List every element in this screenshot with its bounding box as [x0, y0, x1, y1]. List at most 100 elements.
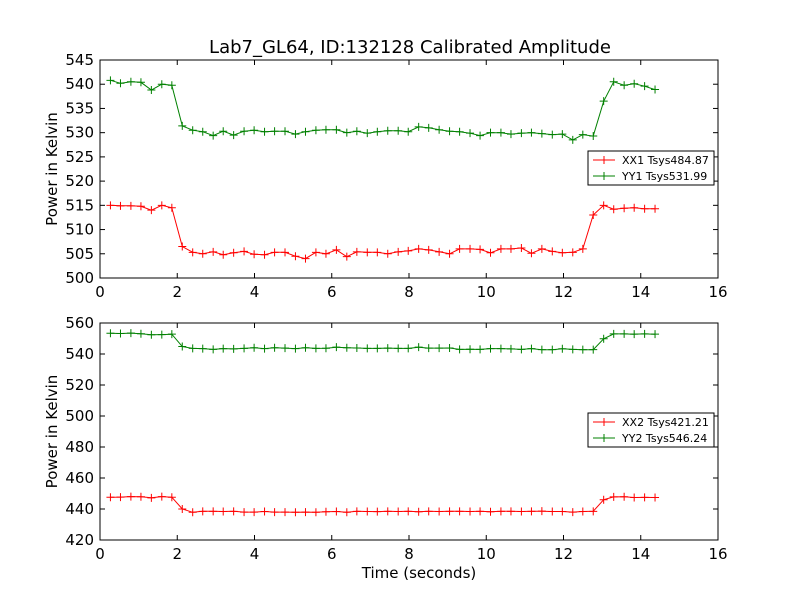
data-point — [548, 345, 557, 354]
data-point — [332, 343, 341, 352]
x-tick-label: 0 — [95, 545, 105, 563]
data-point — [229, 344, 238, 353]
data-point — [445, 507, 454, 516]
data-point — [445, 343, 454, 352]
data-point — [445, 249, 454, 258]
data-point — [578, 130, 587, 139]
data-point — [301, 508, 310, 517]
data-point — [311, 248, 320, 257]
data-point — [147, 206, 156, 215]
data-point — [301, 127, 310, 136]
data-point — [517, 243, 526, 252]
data-point — [126, 329, 135, 338]
y-tick-label: 540 — [65, 75, 94, 93]
data-point — [599, 201, 608, 210]
data-point — [383, 249, 392, 258]
legend-marker — [600, 418, 608, 426]
data-point — [281, 127, 290, 136]
data-point — [352, 127, 361, 136]
data-point — [496, 244, 505, 253]
data-point — [126, 77, 135, 86]
data-point — [270, 343, 279, 352]
data-point — [476, 245, 485, 254]
data-point — [640, 329, 649, 338]
x-tick-label: 2 — [172, 545, 182, 563]
x-tick-label: 14 — [631, 283, 650, 301]
data-point — [383, 344, 392, 353]
data-point — [640, 82, 649, 91]
data-point — [116, 79, 125, 88]
data-point — [281, 248, 290, 257]
data-point — [188, 508, 197, 517]
data-point — [250, 508, 259, 517]
data-point — [229, 248, 238, 257]
data-point — [486, 344, 495, 353]
data-point — [651, 330, 660, 339]
data-point — [270, 508, 279, 517]
data-point — [445, 127, 454, 136]
data-point — [281, 508, 290, 517]
data-point — [126, 492, 135, 501]
y-tick-label: 510 — [65, 221, 94, 239]
data-point — [147, 330, 156, 339]
data-point — [198, 344, 207, 353]
data-point — [506, 507, 515, 516]
data-point — [568, 508, 577, 517]
data-point — [383, 126, 392, 135]
data-point — [558, 344, 567, 353]
y-tick-label: 525 — [65, 148, 94, 166]
data-point — [537, 345, 546, 354]
data-point — [332, 245, 341, 254]
data-point — [537, 507, 546, 516]
data-point — [260, 127, 269, 136]
data-point — [630, 79, 639, 88]
data-point — [342, 128, 351, 137]
data-point — [116, 329, 125, 338]
y-tick-label: 505 — [65, 245, 94, 263]
data-point — [589, 345, 598, 354]
y-tick-label: 520 — [65, 376, 94, 394]
data-point — [188, 344, 197, 353]
data-point — [537, 244, 546, 253]
data-point — [517, 345, 526, 354]
data-point — [630, 203, 639, 212]
legend-label: XX1 Tsys484.87 — [622, 154, 709, 167]
data-point — [240, 247, 249, 256]
y-axis-label: Power in Kelvin — [43, 112, 61, 226]
data-point — [517, 129, 526, 138]
legend-box — [587, 412, 715, 448]
top-panel: 0 2 4 6 8 10 12 14 16 500 505 510 515 520 525 530 535 540… — [43, 51, 728, 301]
series-line-1 — [110, 204, 655, 260]
data-point — [291, 508, 300, 517]
x-tick-label: 8 — [404, 283, 414, 301]
data-point — [250, 126, 259, 135]
data-point — [373, 248, 382, 257]
data-point — [394, 126, 403, 135]
y-tick-label: 420 — [65, 531, 94, 549]
data-point — [219, 507, 228, 516]
x-tick-label: 12 — [554, 283, 573, 301]
data-point — [589, 507, 598, 516]
data-point — [240, 344, 249, 353]
data-point — [270, 127, 279, 136]
x-tick-label: 16 — [708, 283, 727, 301]
y-tick-label: 440 — [65, 500, 94, 518]
data-point — [455, 244, 464, 253]
data-point — [620, 81, 629, 90]
data-point — [116, 493, 125, 502]
data-point — [435, 507, 444, 516]
data-point — [157, 492, 166, 501]
data-point — [198, 507, 207, 516]
data-point — [476, 507, 485, 516]
data-point — [414, 343, 423, 352]
data-point — [383, 507, 392, 516]
legend-box — [587, 150, 715, 186]
series-line-2 — [110, 332, 656, 351]
data-point — [136, 78, 145, 87]
data-point — [188, 248, 197, 257]
data-point — [599, 495, 608, 504]
data-point — [209, 247, 218, 256]
data-point — [311, 344, 320, 353]
data-point — [178, 505, 187, 513]
